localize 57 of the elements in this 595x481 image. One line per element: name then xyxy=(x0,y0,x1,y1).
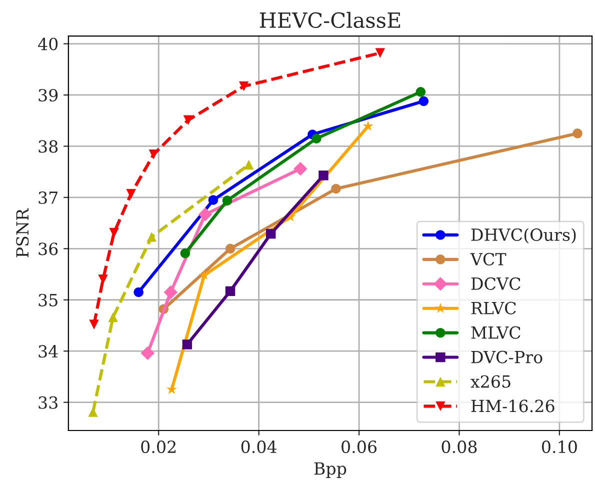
point xyxy=(88,407,98,417)
point xyxy=(180,248,190,258)
point xyxy=(331,184,341,194)
point xyxy=(198,270,210,280)
point xyxy=(140,346,154,360)
point xyxy=(208,195,218,205)
x-tick-label: 0.04 xyxy=(241,440,277,454)
legend-label: DCVC xyxy=(471,277,520,290)
legend-label: x265 xyxy=(470,375,510,388)
x-tick-label: 0.10 xyxy=(542,440,577,454)
point xyxy=(225,286,236,296)
x-axis-title: Bpp xyxy=(314,462,346,478)
y-tick-label: 38 xyxy=(38,140,58,153)
point xyxy=(89,320,99,330)
point xyxy=(198,207,212,222)
legend-label: VCT xyxy=(470,252,506,266)
point xyxy=(266,228,276,239)
legend-label: HM-16.26 xyxy=(471,400,554,412)
point xyxy=(183,115,194,125)
point xyxy=(318,170,328,180)
x-tick-label: 0.08 xyxy=(442,440,477,454)
x-tick-label: 0.02 xyxy=(141,440,176,454)
point xyxy=(244,160,254,170)
point xyxy=(294,162,308,176)
legend-label: RLVC xyxy=(471,302,516,314)
point xyxy=(134,287,144,298)
point xyxy=(225,244,236,254)
y-tick-label: 37 xyxy=(38,191,58,204)
x-tick-label: 0.06 xyxy=(342,440,377,454)
point xyxy=(148,150,158,160)
point xyxy=(572,128,582,138)
point xyxy=(312,134,322,144)
point xyxy=(222,196,232,206)
point xyxy=(166,384,177,394)
legend-label: DVC-Pro xyxy=(471,350,542,364)
point xyxy=(108,312,118,322)
point xyxy=(375,48,385,58)
point xyxy=(98,274,108,284)
point xyxy=(164,285,178,300)
point xyxy=(416,87,426,97)
y-tick-label: 34 xyxy=(38,345,58,358)
point xyxy=(126,188,136,199)
y-tick-label: 35 xyxy=(38,294,58,306)
point xyxy=(418,96,429,106)
point xyxy=(109,228,119,238)
point xyxy=(362,120,374,131)
point xyxy=(238,81,249,92)
y-tick-label: 33 xyxy=(38,396,58,409)
y-axis-title: PSNR xyxy=(16,208,29,258)
y-tick-label: 36 xyxy=(38,242,58,256)
point xyxy=(146,232,156,242)
point xyxy=(182,340,192,350)
y-tick-label: 39 xyxy=(38,88,58,102)
chart-title: HEVC-ClassE xyxy=(260,12,400,28)
legend-label: DHVC(Ours) xyxy=(471,228,576,244)
y-tick-label: 40 xyxy=(38,38,58,50)
legend-label: MLVC xyxy=(471,326,520,339)
